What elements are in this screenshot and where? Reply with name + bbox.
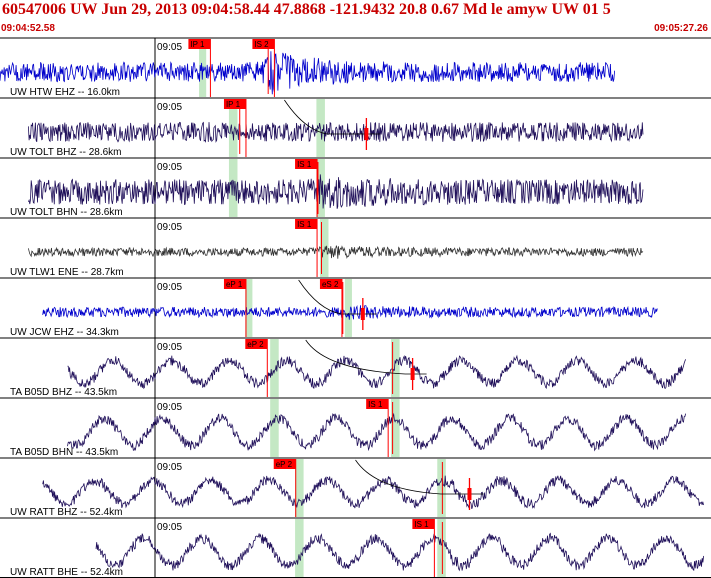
waveform bbox=[95, 532, 704, 572]
amplitude-box bbox=[364, 128, 369, 140]
waveform bbox=[28, 174, 644, 209]
event-title: 60547006 UW Jun 29, 2013 09:04:58.44 47.… bbox=[2, 1, 611, 18]
phase-pick-label[interactable]: eP 1 bbox=[226, 280, 243, 289]
phase-pick-label[interactable]: IP 1 bbox=[190, 40, 205, 49]
trace-station-label: UW RATT BHE -- 52.4km bbox=[10, 567, 123, 578]
event-header: 60547006 UW Jun 29, 2013 09:04:58.44 47.… bbox=[0, 0, 711, 36]
time-tick-label: 09:05 bbox=[157, 222, 182, 233]
time-tick-label: 09:05 bbox=[157, 102, 182, 113]
phase-pick-box[interactable] bbox=[295, 159, 318, 169]
amplitude-box bbox=[360, 308, 365, 320]
phase-pick-label[interactable]: IS 1 bbox=[297, 160, 312, 169]
phase-pick-label[interactable]: eP 2 bbox=[247, 340, 264, 349]
waveform bbox=[42, 305, 658, 320]
pick-window bbox=[228, 159, 238, 217]
trace-station-label: UW TOLT BHZ -- 28.6km bbox=[10, 147, 122, 158]
trace-station-label: UW JCW EHZ -- 34.3km bbox=[10, 327, 119, 338]
window-end-time: 09:05:27.26 bbox=[654, 23, 708, 34]
phase-pick-label[interactable]: eS 2 bbox=[322, 280, 339, 289]
time-tick-label: 09:05 bbox=[157, 522, 182, 533]
time-tick-label: 09:05 bbox=[157, 342, 182, 353]
trace-station-label: UW TOLT BHN -- 28.6km bbox=[10, 207, 123, 218]
pick-window bbox=[437, 519, 446, 577]
waveform bbox=[67, 412, 686, 452]
pick-window bbox=[245, 279, 253, 337]
amplitude-box bbox=[467, 488, 472, 500]
pick-window bbox=[295, 519, 304, 577]
waveform bbox=[28, 121, 644, 143]
phase-pick-box[interactable] bbox=[273, 459, 296, 469]
phase-pick-box[interactable] bbox=[366, 399, 389, 409]
phase-pick-label[interactable]: IS 2 bbox=[254, 40, 269, 49]
time-tick-label: 09:05 bbox=[157, 282, 182, 293]
travel-time-curve bbox=[355, 459, 484, 495]
phase-pick-box[interactable] bbox=[245, 339, 268, 349]
waveform bbox=[42, 475, 704, 510]
pick-window bbox=[437, 459, 446, 517]
phase-pick-box[interactable] bbox=[223, 279, 246, 289]
trace-station-label: UW RATT BHZ -- 52.4km bbox=[10, 507, 122, 518]
phase-pick-box[interactable] bbox=[295, 219, 318, 229]
waveform bbox=[0, 51, 615, 95]
travel-time-curve bbox=[284, 99, 381, 135]
phase-pick-label[interactable]: eP 2 bbox=[276, 460, 293, 469]
pick-window bbox=[344, 279, 352, 337]
phase-pick-box[interactable] bbox=[252, 39, 275, 49]
trace-station-label: UW HTW EHZ -- 16.0km bbox=[10, 87, 120, 98]
pick-window bbox=[228, 99, 238, 157]
window-start-time: 09:04:52.58 bbox=[1, 23, 55, 34]
pick-window bbox=[319, 219, 329, 277]
time-tick-label: 09:05 bbox=[157, 42, 182, 53]
pick-window bbox=[295, 459, 304, 517]
phase-pick-label[interactable]: IS 1 bbox=[297, 220, 312, 229]
trace-station-label: TA B05D BHZ -- 43.5km bbox=[10, 387, 117, 398]
pick-window bbox=[391, 399, 400, 457]
phase-pick-box[interactable] bbox=[188, 39, 211, 49]
pick-window bbox=[270, 339, 279, 397]
phase-pick-box[interactable] bbox=[223, 99, 246, 109]
time-tick-label: 09:05 bbox=[157, 402, 182, 413]
trace-station-label: TA B05D BHN -- 43.5km bbox=[10, 447, 118, 458]
phase-pick-label[interactable]: IS 1 bbox=[414, 520, 429, 529]
pick-window bbox=[316, 159, 325, 217]
time-tick-label: 09:05 bbox=[157, 162, 182, 173]
time-tick-label: 09:05 bbox=[157, 462, 182, 473]
phase-pick-box[interactable] bbox=[319, 279, 342, 289]
phase-pick-box[interactable] bbox=[412, 519, 435, 529]
waveform bbox=[28, 245, 644, 259]
trace-station-label: UW TLW1 ENE -- 28.7km bbox=[10, 267, 124, 278]
pick-window bbox=[270, 399, 279, 457]
travel-time-curve bbox=[305, 339, 427, 375]
amplitude-box bbox=[410, 368, 415, 380]
travel-time-curve bbox=[298, 279, 377, 315]
pick-window bbox=[391, 339, 400, 397]
waveform bbox=[67, 354, 686, 390]
phase-pick-label[interactable]: IS 1 bbox=[368, 400, 383, 409]
phase-pick-label[interactable]: IP 1 bbox=[226, 100, 241, 109]
